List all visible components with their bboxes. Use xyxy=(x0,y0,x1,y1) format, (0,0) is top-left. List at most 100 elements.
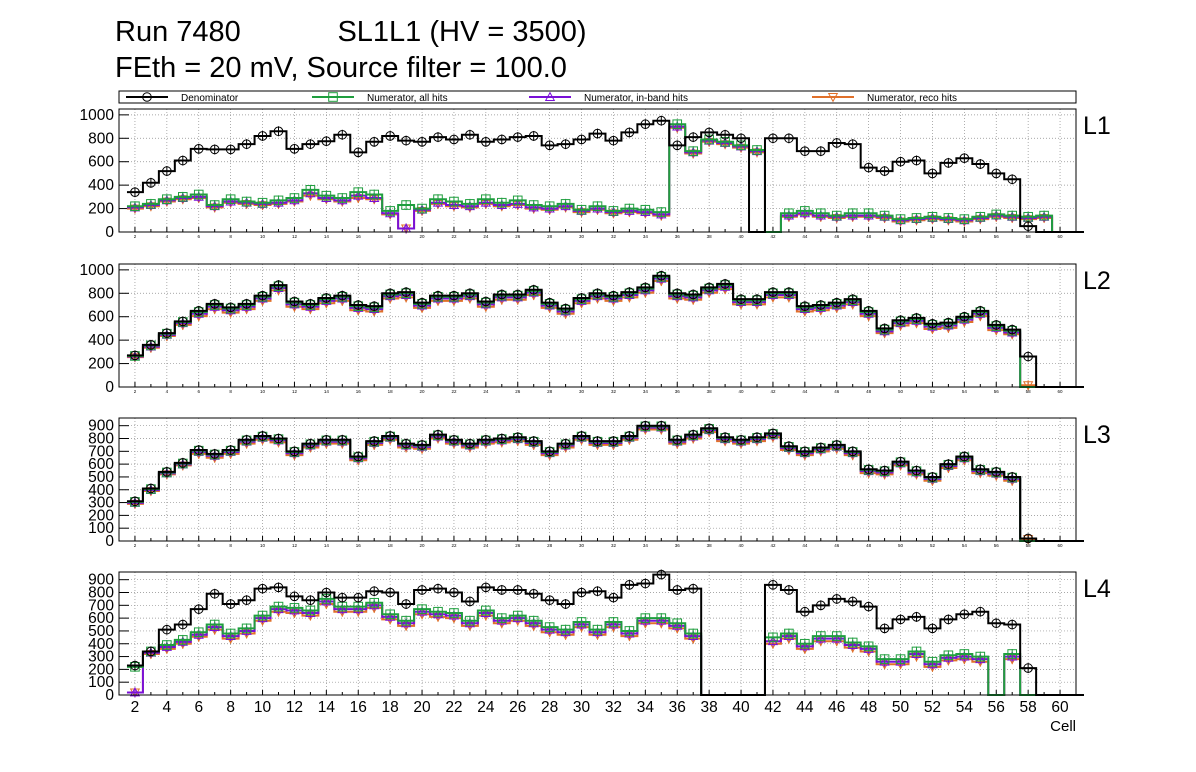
data-point-all_hits xyxy=(975,211,986,222)
data-point-denominator xyxy=(1023,533,1033,544)
data-point-inband_hits xyxy=(432,293,444,303)
data-point-inband_hits xyxy=(847,639,858,649)
data-point-denominator xyxy=(720,432,730,443)
x-tick-label-small: 54 xyxy=(962,389,968,394)
x-tick-label: 60 xyxy=(1051,699,1069,716)
y-tick-label: 0 xyxy=(105,379,114,396)
data-point-denominator xyxy=(560,438,571,449)
data-point-denominator xyxy=(433,290,443,301)
data-point-denominator xyxy=(911,612,922,622)
data-point-all_hits xyxy=(465,615,475,626)
data-point-inband_hits xyxy=(576,295,587,305)
data-point-denominator xyxy=(353,592,364,603)
panel-label: L1 xyxy=(1083,112,1111,140)
data-point-inband_hits xyxy=(273,282,284,292)
data-point-denominator xyxy=(225,302,236,313)
data-point-all_hits xyxy=(162,640,172,650)
data-point-denominator xyxy=(401,438,411,449)
data-point-all_hits xyxy=(433,606,443,617)
data-point-denominator xyxy=(257,290,268,301)
data-point-all_hits xyxy=(1007,649,1018,659)
data-point-inband_hits xyxy=(209,301,220,311)
data-point-inband_hits xyxy=(656,273,667,283)
x-tick-label-small: 32 xyxy=(611,543,617,548)
data-point-inband_hits xyxy=(672,290,683,301)
data-point-inband_hits xyxy=(289,195,300,205)
data-point-denominator xyxy=(178,619,188,630)
data-point-inband_hits xyxy=(512,198,523,208)
data-point-denominator xyxy=(146,340,156,350)
panel-frame xyxy=(118,571,1077,696)
data-point-all_hits xyxy=(385,206,395,216)
data-point-denominator xyxy=(704,282,714,293)
legend-label: Denominator xyxy=(181,93,239,104)
legend-label: Numerator, in-band hits xyxy=(584,93,688,104)
data-point-inband_hits xyxy=(560,200,571,211)
data-point-all_hits xyxy=(305,185,316,195)
data-point-inband_hits xyxy=(225,304,236,315)
data-point-all_hits xyxy=(847,637,858,648)
data-point-denominator xyxy=(337,129,348,140)
data-point-inband_hits xyxy=(305,188,316,198)
data-point-denominator xyxy=(225,445,236,455)
data-point-inband_hits xyxy=(608,293,619,303)
data-point-inband_hits xyxy=(975,653,986,664)
data-point-denominator xyxy=(816,600,826,611)
data-point-denominator xyxy=(257,583,268,594)
data-point-inband_hits xyxy=(767,635,779,646)
data-point-all_hits xyxy=(800,206,810,216)
data-point-denominator xyxy=(305,139,316,149)
data-point-denominator xyxy=(831,594,842,604)
data-point-inband_hits xyxy=(927,658,938,669)
data-point-inband_hits xyxy=(799,303,810,314)
data-point-inband_hits xyxy=(480,299,491,309)
data-point-denominator xyxy=(911,465,922,476)
y-tick-label: 300 xyxy=(88,495,114,512)
data-point-all_hits xyxy=(225,628,236,639)
x-tick-label-small: 56 xyxy=(994,389,1000,394)
x-tick-label-small: 6 xyxy=(197,543,200,548)
data-point-inband_hits xyxy=(496,615,507,625)
x-tick-label-small: 8 xyxy=(229,543,232,548)
data-point-denominator xyxy=(895,614,906,625)
data-point-denominator xyxy=(528,131,539,141)
data-point-inband_hits xyxy=(385,207,396,218)
panel-frame xyxy=(118,108,1077,233)
data-point-denominator xyxy=(369,436,380,446)
data-point-inband_hits xyxy=(225,630,236,641)
data-point-all_hits xyxy=(672,119,683,130)
data-point-inband_hits xyxy=(911,648,922,658)
data-point-inband_hits xyxy=(512,292,523,302)
data-point-all_hits xyxy=(800,638,810,649)
data-point-denominator xyxy=(656,569,667,580)
data-point-inband_hits xyxy=(815,210,826,220)
x-tick-label-small: 38 xyxy=(707,234,713,239)
data-point-all_hits xyxy=(465,199,475,209)
data-point-inband_hits xyxy=(799,207,810,218)
data-point-denominator xyxy=(433,429,443,440)
x-tick-label: 26 xyxy=(509,699,526,716)
y-tick-label: 900 xyxy=(88,572,114,589)
data-point-denominator xyxy=(449,587,459,598)
x-tick-label: 38 xyxy=(701,699,718,716)
data-point-denominator xyxy=(146,178,156,188)
data-point-inband_hits xyxy=(305,301,316,311)
x-tick-label: 30 xyxy=(573,699,591,716)
data-point-denominator xyxy=(816,300,826,310)
data-point-inband_hits xyxy=(624,205,635,215)
y-tick-label: 800 xyxy=(88,585,114,602)
data-point-all_hits xyxy=(784,208,794,219)
data-point-inband_hits xyxy=(544,624,555,634)
x-tick-label-small: 36 xyxy=(675,543,681,548)
data-point-denominator xyxy=(959,311,970,322)
data-point-all_hits xyxy=(1039,210,1049,221)
data-point-all_hits xyxy=(401,200,411,210)
x-tick-label: 40 xyxy=(732,699,750,716)
data-point-denominator xyxy=(800,606,810,617)
x-tick-label-small: 16 xyxy=(356,543,362,548)
series-denominator-step xyxy=(126,274,1084,388)
x-tick-label: 20 xyxy=(413,699,431,716)
data-point-denominator xyxy=(1023,221,1033,231)
data-point-all_hits xyxy=(289,193,300,203)
